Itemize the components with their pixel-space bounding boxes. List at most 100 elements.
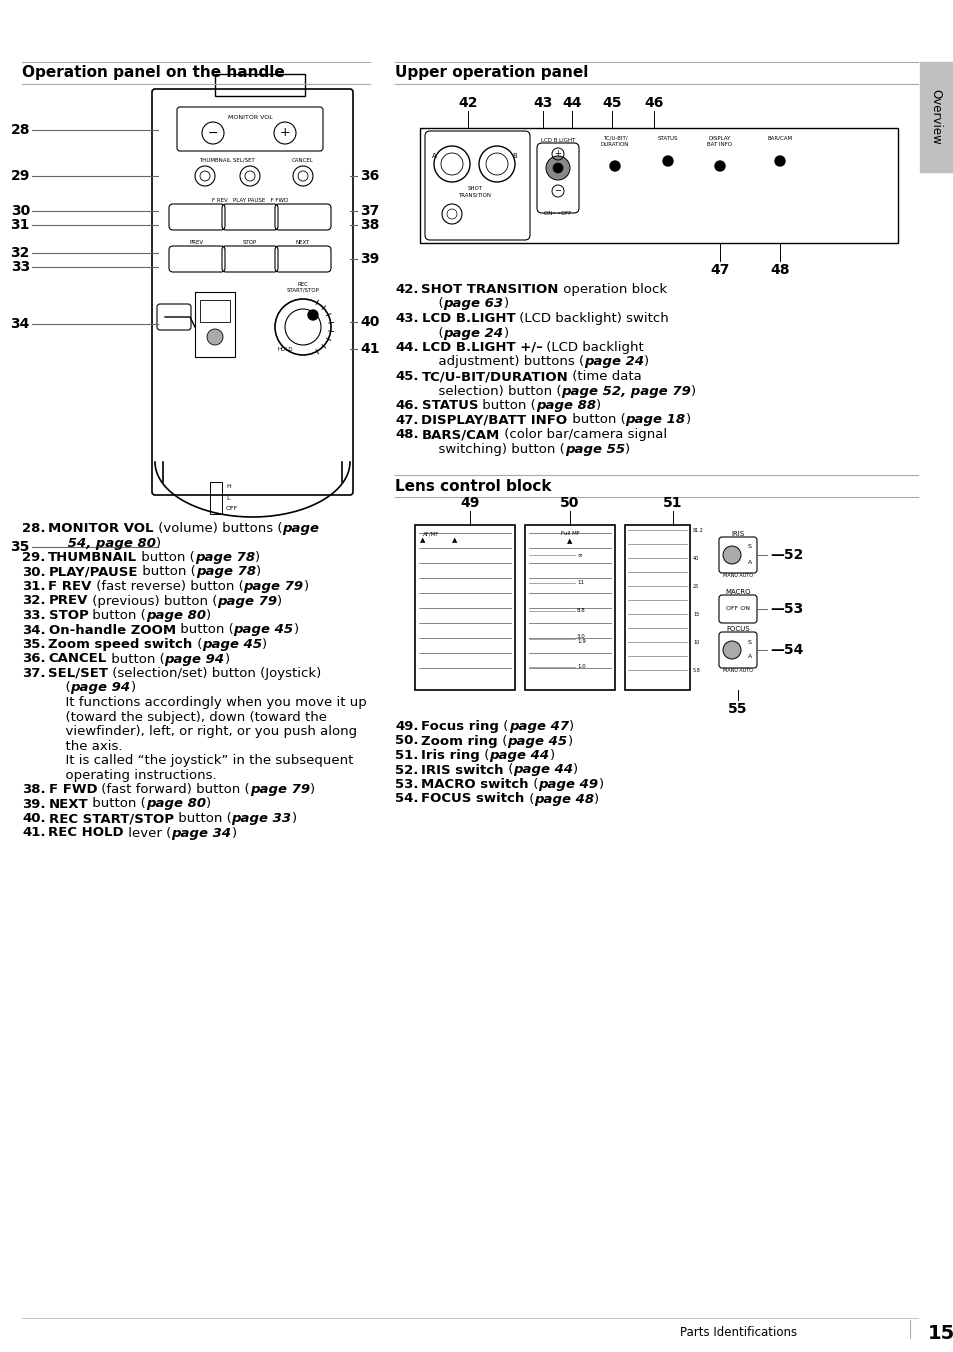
Text: ): ) xyxy=(156,537,161,549)
Text: DISPLAY/BATT INFO: DISPLAY/BATT INFO xyxy=(421,414,567,426)
Circle shape xyxy=(545,155,569,180)
Text: CANCEL: CANCEL xyxy=(49,653,107,665)
Text: 39: 39 xyxy=(359,251,379,266)
Text: A: A xyxy=(747,561,751,565)
Text: 41: 41 xyxy=(359,342,379,356)
Text: page 45: page 45 xyxy=(507,734,567,748)
Text: switching) button (: switching) button ( xyxy=(413,442,564,456)
Text: 51: 51 xyxy=(662,496,682,510)
Text: PREV: PREV xyxy=(49,595,88,607)
Text: button (: button ( xyxy=(89,608,146,622)
Text: button (: button ( xyxy=(567,414,625,426)
Text: (color bar/camera signal: (color bar/camera signal xyxy=(499,429,666,441)
Text: 45.: 45. xyxy=(395,370,418,383)
Bar xyxy=(415,525,515,690)
Text: (fast reverse) button (: (fast reverse) button ( xyxy=(91,580,243,594)
Text: page 80: page 80 xyxy=(146,798,206,810)
Text: ): ) xyxy=(255,565,261,579)
Circle shape xyxy=(722,641,740,658)
Text: (: ( xyxy=(529,777,537,791)
Text: 36: 36 xyxy=(359,169,379,183)
Text: button (: button ( xyxy=(477,399,536,412)
Text: ): ) xyxy=(567,734,572,748)
Text: page 33: page 33 xyxy=(232,813,292,825)
Text: 38.: 38. xyxy=(22,783,46,796)
Text: (: ( xyxy=(40,681,71,695)
Text: 40: 40 xyxy=(359,315,379,329)
Text: page 80: page 80 xyxy=(146,608,206,622)
Text: STATUS: STATUS xyxy=(421,399,477,412)
Text: page 94: page 94 xyxy=(71,681,131,695)
Text: LCD B.LIGHT +/–: LCD B.LIGHT +/– xyxy=(421,341,542,354)
Text: Upper operation panel: Upper operation panel xyxy=(395,65,588,80)
Text: It functions accordingly when you move it up: It functions accordingly when you move i… xyxy=(40,696,366,708)
Text: STATUS: STATUS xyxy=(657,137,678,141)
Text: 40.: 40. xyxy=(22,813,46,825)
Text: 50.: 50. xyxy=(395,734,418,748)
Text: Focus ring: Focus ring xyxy=(421,721,498,733)
Text: ): ) xyxy=(643,356,649,369)
Text: ): ) xyxy=(277,595,282,607)
Text: Lens control block: Lens control block xyxy=(395,479,551,493)
Text: TRANSITION: TRANSITION xyxy=(458,193,491,197)
Text: 33.: 33. xyxy=(22,608,46,622)
Text: +: + xyxy=(554,150,561,158)
Text: Zoom ring: Zoom ring xyxy=(421,734,497,748)
Text: ): ) xyxy=(292,813,296,825)
Text: page 52, page 79: page 52, page 79 xyxy=(561,384,691,397)
Text: page 78: page 78 xyxy=(195,565,255,579)
Text: 48.: 48. xyxy=(395,429,418,441)
Circle shape xyxy=(722,546,740,564)
Text: ): ) xyxy=(294,623,298,637)
Text: F REV   PLAY PAUSE   F FWD: F REV PLAY PAUSE F FWD xyxy=(212,197,288,203)
Text: 33: 33 xyxy=(10,260,30,274)
Text: 44.: 44. xyxy=(395,341,418,354)
Text: ): ) xyxy=(262,638,267,652)
Bar xyxy=(524,525,615,690)
Text: page 45: page 45 xyxy=(233,623,294,637)
Text: (toward the subject), down (toward the: (toward the subject), down (toward the xyxy=(40,711,327,723)
Text: 45: 45 xyxy=(601,96,621,110)
Text: 52.: 52. xyxy=(395,764,418,776)
Text: page 78: page 78 xyxy=(195,552,255,564)
Circle shape xyxy=(609,161,619,170)
Text: 53.: 53. xyxy=(395,777,418,791)
Text: (: ( xyxy=(498,721,508,733)
Text: TC/U-BIT/
DURATION: TC/U-BIT/ DURATION xyxy=(600,137,629,147)
Text: F REV: F REV xyxy=(49,580,91,594)
Text: ): ) xyxy=(206,608,212,622)
Text: NEXT: NEXT xyxy=(49,798,88,810)
Text: LCD B.LIGHT: LCD B.LIGHT xyxy=(540,138,575,143)
Text: 28: 28 xyxy=(10,123,30,137)
Text: OFF: OFF xyxy=(226,507,238,511)
Text: Full MF: Full MF xyxy=(560,531,578,535)
Text: 46: 46 xyxy=(643,96,663,110)
Text: page 48: page 48 xyxy=(534,792,594,806)
Text: ): ) xyxy=(310,783,314,796)
Text: operation block: operation block xyxy=(558,283,666,296)
Text: L: L xyxy=(226,495,230,500)
Text: (: ( xyxy=(497,734,507,748)
Text: page 49: page 49 xyxy=(537,777,598,791)
Text: 29.: 29. xyxy=(22,552,46,564)
Text: CANCEL: CANCEL xyxy=(292,158,314,164)
Text: SHOT: SHOT xyxy=(467,187,482,191)
Text: 37: 37 xyxy=(359,204,379,218)
Text: viewfinder), left, or right, or you push along: viewfinder), left, or right, or you push… xyxy=(40,725,356,738)
Text: page 45: page 45 xyxy=(202,638,262,652)
Text: 34: 34 xyxy=(10,316,30,331)
Text: 39.: 39. xyxy=(22,798,46,810)
Text: (volume) buttons (: (volume) buttons ( xyxy=(153,522,282,535)
Text: 47: 47 xyxy=(710,264,729,277)
Text: 40: 40 xyxy=(692,556,699,561)
Text: Overview: Overview xyxy=(928,89,942,145)
Bar xyxy=(419,128,897,243)
Text: ): ) xyxy=(206,798,211,810)
Text: S: S xyxy=(747,641,751,645)
Text: 15: 15 xyxy=(927,1324,953,1343)
Text: ): ) xyxy=(598,777,603,791)
Text: A: A xyxy=(747,654,751,660)
Text: ): ) xyxy=(503,297,508,311)
Text: page 55: page 55 xyxy=(564,442,624,456)
Text: FOCUS switch: FOCUS switch xyxy=(421,792,524,806)
